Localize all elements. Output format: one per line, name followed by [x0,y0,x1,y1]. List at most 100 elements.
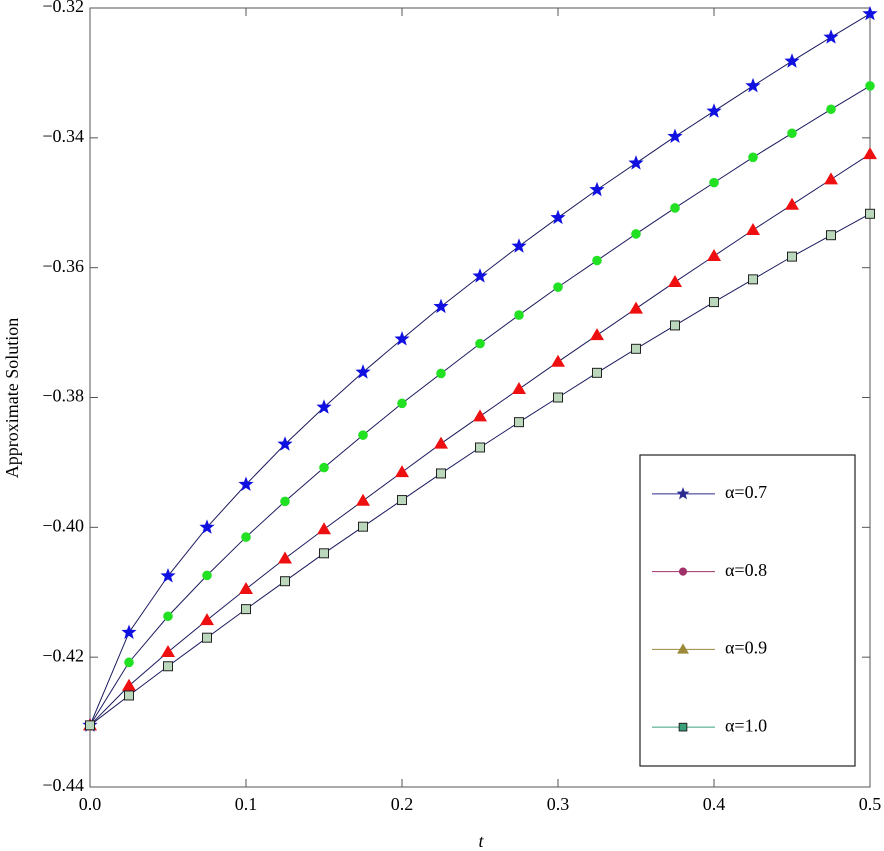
y-tick-label: −0.38 [42,386,84,406]
legend-marker [677,643,689,654]
marker-star [550,209,566,225]
marker-square [670,320,680,331]
y-tick-label: −0.34 [42,126,84,146]
marker-star [277,436,293,451]
y-tick-label: −0.40 [42,515,84,535]
marker-triangle [746,223,760,236]
marker-square [631,343,641,354]
y-tick-label: −0.42 [42,645,84,665]
marker-square [397,495,407,506]
y-axis-label: Approximate Solution [2,318,22,479]
marker-square [865,208,875,219]
marker-square [163,661,173,672]
marker-square [319,548,329,559]
marker-square [826,230,836,241]
marker-triangle [590,328,604,341]
marker-square [475,442,485,453]
marker-square [85,720,95,731]
marker-star [472,268,488,283]
y-tick-label: −0.44 [42,775,84,795]
marker-circle [514,310,524,320]
marker-star [121,624,137,639]
marker-square [280,576,290,587]
marker-circle [241,532,251,542]
marker-star [433,298,449,314]
marker-triangle [863,147,877,160]
marker-star [628,155,644,170]
marker-triangle [707,248,721,261]
marker-circle [631,229,641,239]
marker-star [316,399,332,414]
legend-marker [676,487,690,500]
marker-square [709,297,719,308]
legend-label: α=1.0 [725,715,767,735]
legend-marker [678,567,688,576]
marker-circle [397,398,407,409]
marker-triangle [668,274,682,287]
marker-star [823,29,839,44]
x-axis-label: t [478,831,484,851]
marker-square [787,251,797,262]
marker-star [355,364,371,379]
marker-square [514,417,524,428]
marker-square [358,521,368,532]
marker-triangle [356,493,370,506]
marker-star [745,77,761,93]
marker-triangle [824,172,838,185]
marker-square [202,632,212,643]
marker-triangle [317,522,331,535]
x-tick-label: 0.5 [859,794,882,814]
marker-star [238,476,254,491]
marker-triangle [395,465,409,478]
legend-label: α=0.7 [725,482,767,502]
marker-triangle [512,382,526,395]
marker-star [394,331,410,346]
marker-circle [787,128,797,139]
marker-square [748,274,758,285]
y-tick-label: −0.32 [42,0,84,16]
marker-circle [202,570,212,581]
marker-circle [670,203,680,213]
x-tick-label: 0.1 [235,794,258,814]
marker-star [199,519,215,534]
marker-star [667,128,683,144]
x-tick-label: 0.3 [547,794,570,814]
marker-circle [319,462,329,473]
marker-square [124,690,134,701]
x-tick-label: 0.2 [391,794,414,814]
marker-triangle [551,354,565,367]
marker-triangle [278,551,292,564]
marker-star [862,5,878,21]
marker-triangle [434,436,448,449]
marker-triangle [161,644,175,657]
legend-label: α=0.8 [725,560,767,580]
marker-star [706,103,722,118]
marker-circle [124,657,134,668]
marker-triangle [200,613,214,626]
marker-square [241,604,251,615]
x-tick-label: 0.4 [703,794,726,814]
marker-triangle [239,582,253,595]
marker-triangle [122,678,136,691]
marker-triangle [473,409,487,422]
marker-circle [280,496,290,507]
y-tick-label: −0.36 [42,256,84,276]
marker-triangle [785,197,799,210]
marker-circle [709,177,719,188]
marker-circle [163,611,173,622]
marker-circle [553,282,563,292]
marker-circle [748,152,758,163]
marker-star [160,568,176,583]
x-tick-label: 0.0 [79,794,102,814]
legend-box [639,454,856,767]
marker-star [589,181,605,197]
marker-star [511,238,527,253]
marker-circle [358,430,368,440]
marker-square [553,392,563,403]
legend-label: α=0.9 [725,638,767,658]
marker-circle [592,255,602,266]
legend-marker [678,722,688,732]
marker-circle [475,338,485,349]
marker-triangle [629,301,643,314]
